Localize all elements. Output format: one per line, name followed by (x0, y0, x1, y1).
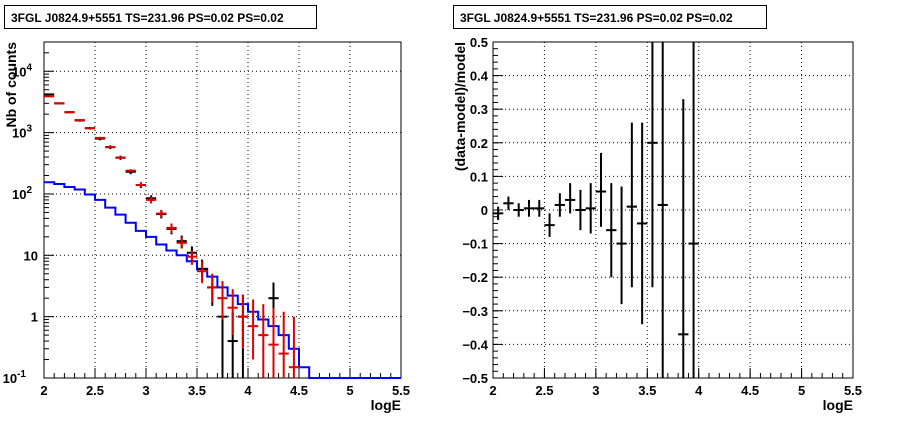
x-tick-label: 4 (244, 383, 252, 398)
y-axis-label: Nb of counts (3, 42, 19, 128)
y-tick-label: 0.4 (470, 69, 489, 84)
x-axis-label: logE (371, 397, 401, 413)
x-tick-label: 3 (592, 383, 599, 398)
x-tick-label: 2.5 (535, 383, 553, 398)
x-tick-label: 2 (40, 383, 47, 398)
residuals-panel: 2 2.5 3 3.5 4 4.5 5 5.5 −0.5 −0.4 −0.3 −0.2 −0.1 0 0.1… (452, 35, 862, 413)
y-tick-label: −0.3 (462, 304, 488, 319)
x-tick-label: 3 (142, 383, 149, 398)
x-tick-label: 5.5 (392, 383, 410, 398)
y-tick-label: −0.5 (462, 371, 488, 386)
x-tick-label: 5 (346, 383, 353, 398)
residuals-chart-title: 3FGL J0824.9+5551 TS=231.96 PS=0.02 PS=0… (453, 5, 767, 29)
y-tick-label: 103 (12, 124, 32, 141)
y-tick-label: 0.3 (470, 102, 488, 117)
x-tick-label: 3.5 (188, 383, 206, 398)
y-tick-label: 102 (12, 185, 32, 202)
x-tick-label: 5.5 (844, 383, 862, 398)
y-tick-label: 0.5 (470, 35, 488, 50)
x-tick-label: 4.5 (290, 383, 308, 398)
y-tick-label: −0.1 (462, 237, 488, 252)
y-tick-label: 0.2 (470, 136, 488, 151)
y-tick-label: 10-1 (3, 369, 27, 386)
x-tick-label: 4.5 (741, 383, 759, 398)
x-tick-label: 2 (489, 383, 496, 398)
y-tick-label: 1 (31, 310, 38, 325)
x-tick-label: 5 (798, 383, 805, 398)
x-tick-label: 2.5 (86, 383, 104, 398)
y-tick-label: −0.2 (462, 270, 488, 285)
x-tick-label: 4 (695, 383, 703, 398)
y-tick-label: 104 (12, 62, 32, 79)
y-tick-label: 0 (481, 203, 488, 218)
counts-panel: 2 2.5 3 3.5 4 4.5 5 5.5 10-1 1 10 102 103 104 logE Nb o… (3, 41, 410, 413)
counts-chart-title: 3FGL J0824.9+5551 TS=231.96 PS=0.02 PS=0… (4, 5, 317, 29)
x-axis-label: logE (823, 397, 853, 413)
x-tick-label: 3.5 (638, 383, 656, 398)
y-axis-label: (data-model)/model (452, 42, 468, 171)
y-tick-label: 10 (24, 248, 38, 263)
y-tick-label: −0.4 (462, 337, 488, 352)
y-tick-label: 0.1 (470, 169, 488, 184)
